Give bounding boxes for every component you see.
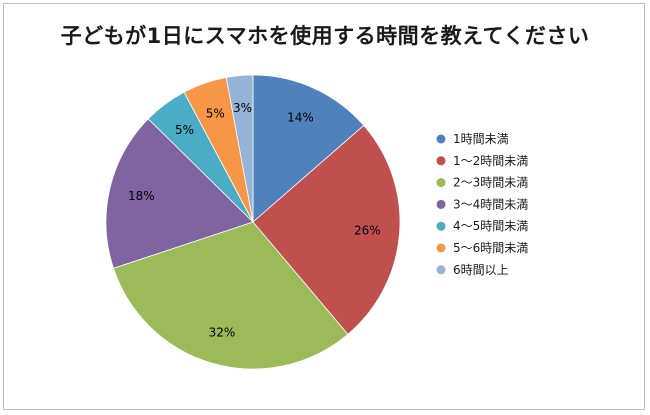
slice-labels: 14% 26% 32% 18% 5% 5% 3% xyxy=(128,101,381,340)
legend-label-6: 5～6時間未満 xyxy=(453,241,528,255)
legend-marker-1 xyxy=(436,134,446,144)
slice-label-3: 32% xyxy=(209,325,236,339)
legend-marker-3 xyxy=(436,178,446,188)
pie-slice-3 xyxy=(112,221,349,370)
legend-marker-5 xyxy=(436,221,446,231)
slice-label-6: 5% xyxy=(206,107,225,121)
legend-marker-6 xyxy=(436,243,446,253)
legend-label-4: 3～4時間未満 xyxy=(453,197,528,211)
legend-marker-4 xyxy=(436,199,446,209)
pie-slice-1 xyxy=(252,74,365,223)
slice-label-1: 14% xyxy=(287,111,314,125)
pie-slice-2 xyxy=(252,124,401,335)
legend-marker-7 xyxy=(436,265,446,275)
legend-label-7: 6時間以上 xyxy=(453,263,509,277)
legend-marker-2 xyxy=(436,156,446,166)
slice-label-7: 3% xyxy=(233,101,252,115)
legend-label-3: 2～3時間未満 xyxy=(453,176,528,190)
pie-slices xyxy=(105,74,401,370)
pie-slice-4 xyxy=(105,118,254,269)
chart-title: 子どもが1日にスマホを使用する時間を教えてください xyxy=(60,24,590,48)
slice-label-2: 26% xyxy=(354,224,381,238)
legend-label-5: 4～5時間未満 xyxy=(453,219,528,233)
pie-slice-7 xyxy=(225,74,254,223)
legend-label-1: 1時間未満 xyxy=(453,132,509,146)
legend: 1時間未満 1～2時間未満 2～3時間未満 3～4時間未満 4～5時間未満 5～6時間未満… xyxy=(436,132,528,277)
slice-label-5: 5% xyxy=(175,123,194,137)
legend-label-2: 1～2時間未満 xyxy=(453,154,528,168)
slice-label-4: 18% xyxy=(128,189,155,203)
